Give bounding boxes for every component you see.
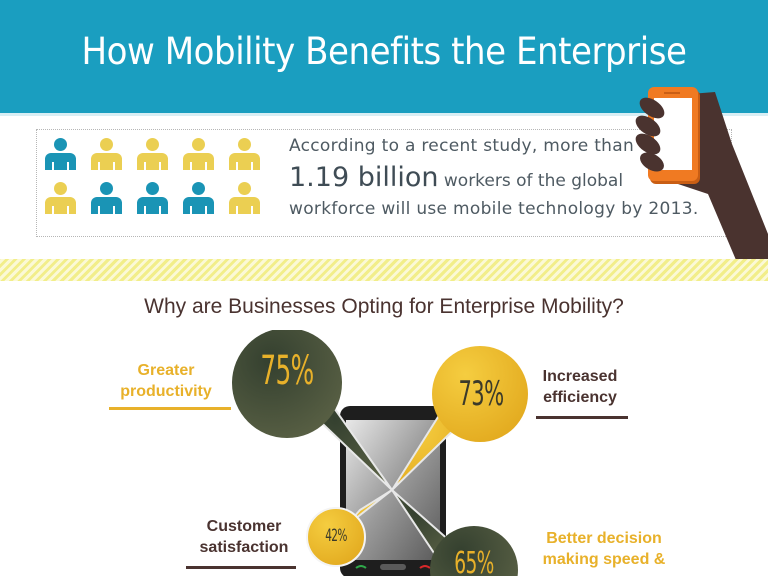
header-divider [0, 113, 768, 116]
page-title: How Mobility Benefits the Enterprise [81, 30, 687, 73]
stat-line-3: workforce will use mobile technology by … [289, 199, 699, 219]
label-line: making speed & [542, 551, 666, 568]
label-line: Customer [206, 518, 282, 535]
percent-decision-making: 65% [454, 546, 494, 576]
person-icon [182, 138, 214, 174]
hand-holding-phone-icon [635, 87, 768, 260]
label-increased-efficiency: Increased efficiency [530, 366, 630, 408]
benefits-infographic: 75% 73% 42% 65% Greater productivity Inc… [0, 330, 768, 576]
percent-productivity: 75% [260, 348, 314, 394]
stat-line-1: According to a recent study, more than [289, 136, 635, 156]
header-banner: How Mobility Benefits the Enterprise [0, 0, 768, 113]
label-underline [536, 416, 628, 419]
person-icon [136, 138, 168, 174]
label-line: Better decision [546, 530, 662, 547]
stat-line-2: 1.19 billion workers of the global [289, 163, 729, 196]
label-underline [186, 566, 296, 569]
person-icon [90, 138, 122, 174]
people-icon-grid [44, 138, 270, 222]
label-better-decision-making: Better decision making speed & [524, 528, 684, 570]
label-line: satisfaction [199, 539, 289, 556]
stat-highlight-number: 1.19 billion [289, 162, 439, 193]
label-line: Increased [542, 368, 618, 385]
stat-text: According to a recent study, more than 1… [289, 135, 729, 220]
person-icon [228, 138, 260, 174]
person-icon [228, 182, 260, 218]
stat-line-2-rest: workers of the global [438, 171, 624, 191]
person-icon [182, 182, 214, 218]
label-line: Greater [137, 362, 195, 379]
label-line: efficiency [543, 389, 617, 406]
phone-speech-bubbles-graphic [232, 330, 528, 576]
percent-efficiency: 73% [458, 374, 504, 414]
label-customer-satisfaction: Customer satisfaction [184, 516, 304, 558]
person-icon [44, 138, 76, 174]
person-icon [90, 182, 122, 218]
label-underline [109, 407, 231, 410]
person-icon [136, 182, 168, 218]
label-line: productivity [120, 383, 212, 400]
person-icon [44, 182, 76, 218]
label-greater-productivity: Greater productivity [106, 360, 226, 402]
section-title: Why are Businesses Opting for Enterprise… [144, 295, 624, 318]
striped-divider [0, 259, 768, 281]
percent-satisfaction: 42% [325, 526, 347, 546]
